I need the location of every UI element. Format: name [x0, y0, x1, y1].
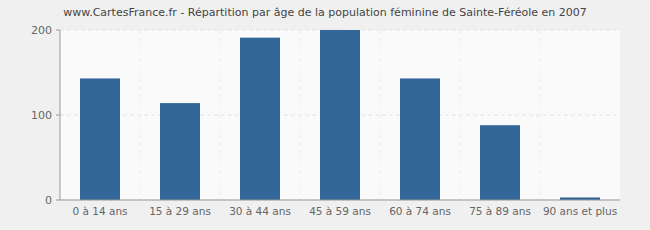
x-tick-label: 45 à 59 ans [309, 205, 371, 217]
x-axis [60, 200, 620, 201]
plot-area [60, 30, 620, 200]
tick-mark [56, 200, 60, 201]
bar [400, 78, 440, 200]
x-tick-label: 60 à 74 ans [389, 205, 451, 217]
bar [320, 30, 360, 200]
x-tick-label: 75 à 89 ans [469, 205, 531, 217]
x-tick-label: 15 à 29 ans [149, 205, 211, 217]
y-tick-label: 200 [31, 24, 52, 37]
title: www.CartesFrance.fr - Répartition par âg… [63, 6, 587, 19]
grid-line-vertical [300, 30, 301, 200]
bar [480, 125, 520, 200]
tick-mark [56, 30, 60, 31]
chart: 0 100 200 0 à 14 ans 15 à 29 ans 30 à 44 ans 4… [0, 0, 650, 230]
bar [80, 78, 120, 200]
bar [240, 38, 280, 200]
grid-line [60, 200, 620, 201]
grid-line-vertical [140, 30, 141, 200]
grid-line-vertical [220, 30, 221, 200]
y-axis [60, 30, 61, 200]
tick-mark [56, 115, 60, 116]
chart-container: 0 100 200 0 à 14 ans 15 à 29 ans 30 à 44 ans 4… [0, 0, 650, 230]
grid-line-vertical [380, 30, 381, 200]
x-tick-label: 0 à 14 ans [72, 205, 127, 217]
y-tick-label: 100 [31, 109, 52, 122]
x-tick-label: 30 à 44 ans [229, 205, 291, 217]
bars [80, 30, 600, 200]
grid-line-vertical [460, 30, 461, 200]
grid-line-vertical [540, 30, 541, 200]
y-tick-label: 0 [45, 194, 52, 207]
bar [160, 103, 200, 200]
x-tick-label: 90 ans et plus [543, 205, 617, 217]
background [0, 0, 650, 230]
